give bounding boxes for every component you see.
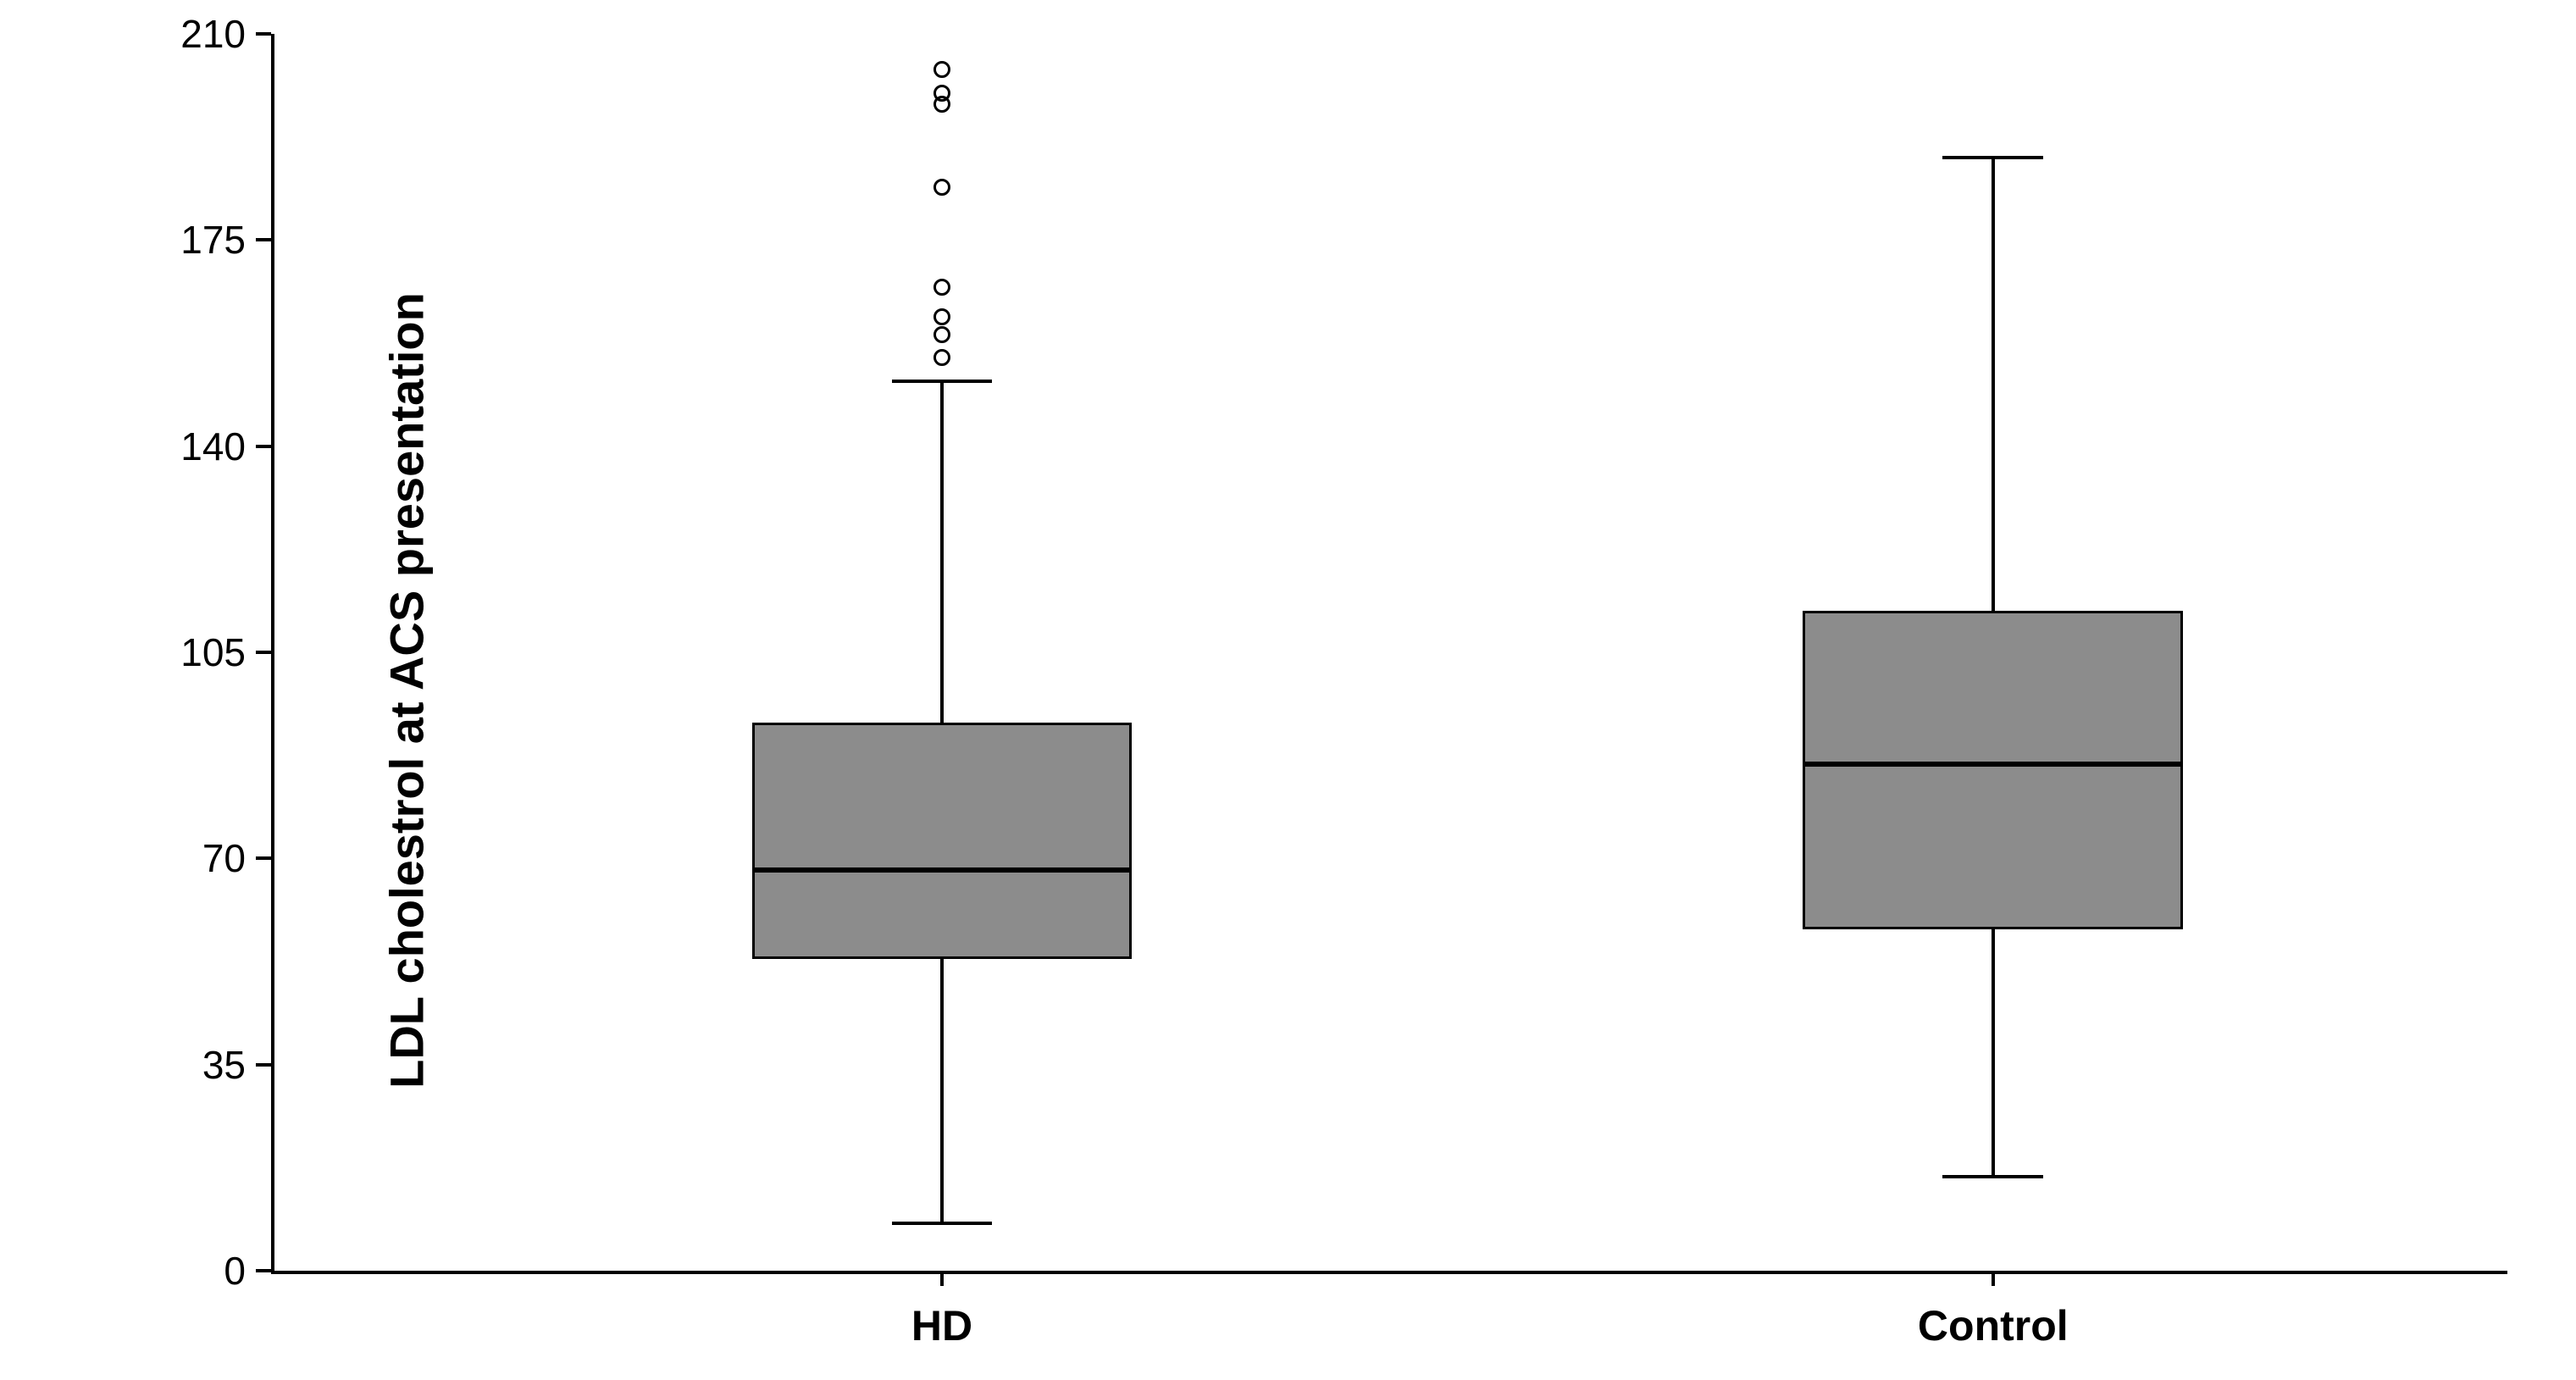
y-tick-mark	[256, 238, 271, 241]
y-tick-label: 175	[180, 217, 246, 263]
outlier-point	[933, 349, 950, 366]
outlier-point	[933, 179, 950, 196]
y-tick-label: 140	[180, 424, 246, 469]
y-tick-label: 35	[202, 1042, 246, 1088]
y-tick-mark	[256, 1269, 271, 1272]
y-tick-mark	[256, 651, 271, 654]
x-axis-line	[271, 1271, 2507, 1274]
whisker-cap-lower	[892, 1222, 993, 1225]
y-tick-label: 210	[180, 11, 246, 57]
y-tick-label: 105	[180, 629, 246, 675]
whisker-cap-lower	[1942, 1175, 2043, 1178]
y-tick-mark	[256, 1063, 271, 1067]
outlier-point	[933, 279, 950, 296]
median-line	[752, 867, 1133, 873]
x-tick-label: Control	[1918, 1301, 2069, 1350]
y-axis-line	[271, 34, 274, 1271]
x-tick-mark	[1992, 1271, 1995, 1286]
whisker-upper	[940, 381, 944, 723]
outlier-point	[933, 85, 950, 102]
y-tick-mark	[256, 856, 271, 860]
outlier-point	[933, 61, 950, 78]
whisker-cap-upper	[892, 380, 993, 383]
whisker-cap-upper	[1942, 156, 2043, 159]
y-tick-label: 70	[202, 835, 246, 881]
whisker-lower	[940, 959, 944, 1224]
whisker-upper	[1992, 158, 1995, 611]
x-tick-mark	[940, 1271, 944, 1286]
box	[752, 723, 1133, 958]
outlier-point	[933, 308, 950, 325]
box	[1803, 611, 2183, 928]
y-tick-mark	[256, 32, 271, 36]
outlier-point	[933, 326, 950, 343]
whisker-lower	[1992, 929, 1995, 1177]
boxplot-chart: LDL cholestrol at ACS presentation 03570…	[0, 0, 2576, 1380]
y-tick-label: 0	[224, 1248, 246, 1294]
y-tick-mark	[256, 445, 271, 448]
x-tick-label: HD	[911, 1301, 972, 1350]
median-line	[1803, 762, 2183, 767]
